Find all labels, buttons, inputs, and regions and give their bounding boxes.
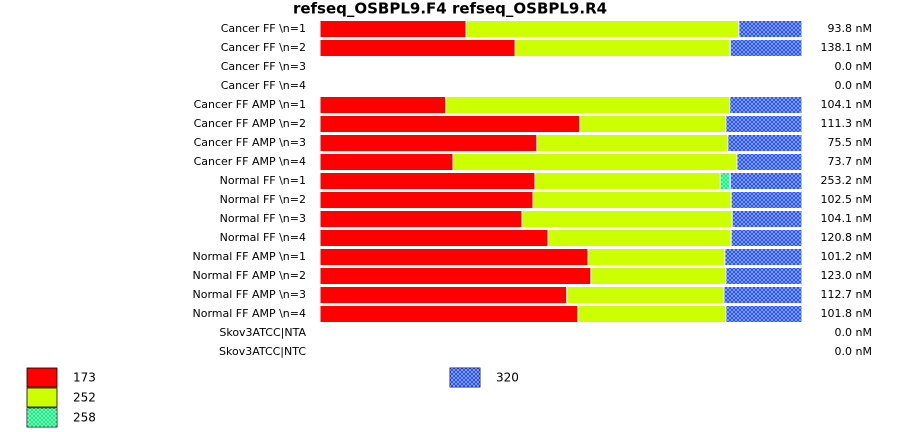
total-label: 102.5 nM [821, 193, 872, 206]
bar-segment [445, 96, 731, 114]
bar-segment [319, 305, 579, 323]
legend-label: 320 [496, 371, 519, 385]
total-label: 101.2 nM [821, 250, 872, 263]
category-label: Normal FF \n=4 [220, 231, 306, 244]
bar-segment [532, 191, 732, 209]
legend-hatch [450, 368, 480, 387]
bar-segment [319, 20, 467, 38]
bar-hatch [730, 172, 802, 190]
bar-hatch [729, 96, 802, 114]
legend-swatch [26, 367, 58, 388]
total-label: 93.8 nM [828, 22, 872, 35]
bar-hatch [720, 172, 731, 190]
bar-segment [534, 172, 721, 190]
category-label: Normal FF AMP \n=1 [193, 250, 307, 263]
total-label: 104.1 nM [821, 98, 872, 111]
legend-hatch [27, 408, 57, 427]
bar-hatch [730, 39, 802, 57]
bar-segment [319, 172, 536, 190]
bar-hatch [731, 191, 802, 209]
category-label: Normal FF \n=3 [220, 212, 306, 225]
category-label: Cancer FF AMP \n=3 [194, 136, 306, 149]
total-label: 0.0 nM [835, 345, 872, 358]
total-label: 73.7 nM [828, 155, 872, 168]
category-label: Normal FF \n=1 [220, 174, 306, 187]
category-label: Cancer FF \n=2 [221, 41, 306, 54]
category-label: Normal FF AMP \n=4 [193, 307, 307, 320]
bar-hatch [736, 153, 802, 171]
total-label: 112.7 nM [821, 288, 872, 301]
category-label: Cancer FF AMP \n=1 [194, 98, 306, 111]
bar-segment [319, 229, 549, 247]
bar-hatch [723, 286, 802, 304]
bar-segment [319, 134, 538, 152]
bar-segment [587, 248, 726, 266]
bar-segment [566, 286, 725, 304]
bar-segment [465, 20, 740, 38]
category-label: Skov3ATCC|NTC [219, 345, 306, 358]
total-label: 0.0 nM [835, 60, 872, 73]
category-label: Cancer FF \n=3 [221, 60, 306, 73]
bar-segment [319, 153, 454, 171]
legend-label: 258 [73, 411, 96, 425]
bar-segment [452, 153, 738, 171]
total-label: 101.8 nM [821, 307, 872, 320]
bar-segment [547, 229, 732, 247]
total-label: 253.2 nM [821, 174, 872, 187]
category-label: Cancer FF \n=4 [221, 79, 306, 92]
total-label: 0.0 nM [835, 326, 872, 339]
category-label: Skov3ATCC|NTA [219, 326, 306, 339]
bar-hatch [732, 210, 802, 228]
bar-segment [319, 39, 516, 57]
bar-segment [521, 210, 733, 228]
legend-label: 252 [73, 391, 96, 405]
bar-hatch [725, 115, 802, 133]
bar-segment [536, 134, 729, 152]
legend-label: 173 [73, 371, 96, 385]
bar-hatch [727, 134, 802, 152]
bar-hatch [731, 229, 802, 247]
total-label: 123.0 nM [821, 269, 872, 282]
bar-segment [590, 267, 727, 285]
bar-hatch [738, 20, 802, 38]
bar-hatch [725, 267, 802, 285]
bar-segment [577, 305, 727, 323]
total-label: 120.8 nM [821, 231, 872, 244]
bar-segment [319, 248, 589, 266]
bar-segment [579, 115, 727, 133]
category-label: Cancer FF AMP \n=2 [194, 117, 306, 130]
category-label: Cancer FF AMP \n=4 [194, 155, 306, 168]
bar-segment [319, 191, 534, 209]
bar-segment [319, 210, 523, 228]
category-label: Normal FF \n=2 [220, 193, 306, 206]
total-label: 0.0 nM [835, 79, 872, 92]
total-label: 138.1 nM [821, 41, 872, 54]
bar-hatch [725, 305, 802, 323]
bar-segment [514, 39, 731, 57]
chart-title: refseq_OSBPL9.F4 refseq_OSBPL9.R4 [293, 0, 607, 18]
bar-segment [319, 115, 581, 133]
category-label: Cancer FF \n=1 [221, 22, 306, 35]
bar-hatch [724, 248, 802, 266]
total-label: 104.1 nM [821, 212, 872, 225]
category-label: Normal FF AMP \n=2 [193, 269, 307, 282]
legend-swatch [26, 387, 58, 408]
bar-segment [319, 286, 568, 304]
category-label: Normal FF AMP \n=3 [193, 288, 307, 301]
bar-segment [319, 267, 592, 285]
total-label: 111.3 nM [821, 117, 872, 130]
total-label: 75.5 nM [828, 136, 872, 149]
bar-segment [319, 96, 447, 114]
